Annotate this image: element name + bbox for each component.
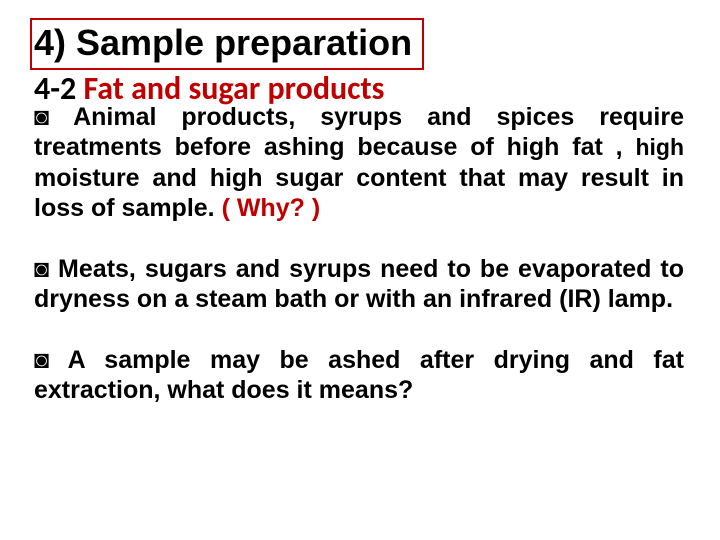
- bullet-icon: ◙: [34, 103, 49, 131]
- para1-text-b: moisture and high sugar content that may…: [34, 164, 684, 223]
- para1-why: ( Why? ): [222, 194, 321, 222]
- paragraph-3: ◙ A sample may be ashed after drying and…: [30, 345, 690, 406]
- para1-text-a: Animal products, syrups and spices requi…: [34, 103, 684, 162]
- main-heading: 4) Sample preparation: [34, 22, 412, 64]
- para1-small: high: [635, 134, 684, 160]
- subheading: 4-2 Fat and sugar products: [30, 72, 690, 106]
- paragraph-1: ◙ Animal products, syrups and spices req…: [30, 102, 690, 224]
- paragraph-2: ◙ Meats, sugars and syrups need to be ev…: [30, 254, 690, 315]
- para2-text: Meats, sugars and syrups need to be evap…: [34, 255, 684, 314]
- bullet-icon: ◙: [34, 346, 49, 374]
- bullet-icon: ◙: [34, 255, 49, 283]
- para3-text: A sample may be ashed after drying and f…: [34, 346, 684, 405]
- heading-box: 4) Sample preparation: [30, 18, 424, 70]
